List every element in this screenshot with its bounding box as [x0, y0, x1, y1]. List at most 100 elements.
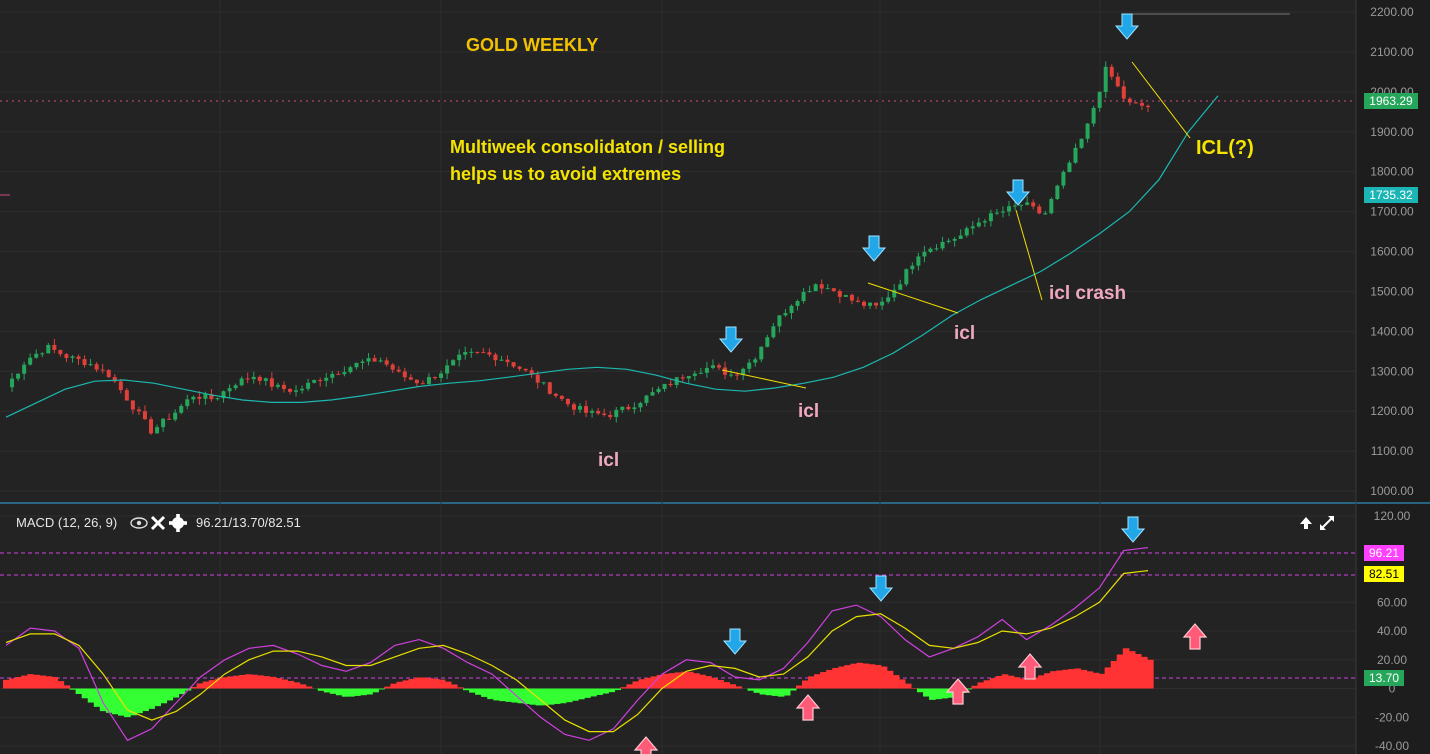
candle-body — [402, 371, 407, 378]
close-icon[interactable] — [150, 515, 166, 531]
candle-body — [118, 381, 123, 391]
candle-body — [813, 284, 818, 292]
histogram-bar — [1134, 654, 1142, 689]
down-arrow-main-3 — [1005, 179, 1031, 206]
down-arrow-macd-2 — [868, 575, 894, 602]
histogram-bar — [674, 672, 682, 689]
gear-icon[interactable] — [169, 514, 187, 532]
histogram-bar — [27, 674, 34, 689]
candle-body — [239, 378, 244, 386]
histogram-bar — [323, 688, 331, 693]
note-line-2: helps us to avoid extremes — [450, 164, 681, 184]
histogram-bar — [578, 688, 585, 700]
histogram-bar — [354, 688, 361, 696]
histogram-bar — [69, 688, 77, 690]
histogram-bar — [814, 674, 821, 689]
expand-icon[interactable] — [1320, 516, 1334, 530]
histogram-bar — [517, 688, 525, 704]
candle-body — [868, 302, 873, 306]
histogram-bar — [832, 667, 839, 689]
candle-body — [795, 301, 800, 306]
macd-tick-label: 120.00 — [1374, 509, 1411, 523]
histogram-bar — [378, 688, 385, 690]
macd-pane[interactable] — [0, 547, 1356, 742]
candle-body — [849, 294, 854, 301]
candle-body — [1091, 107, 1096, 124]
arrow-up-icon[interactable] — [1300, 517, 1312, 529]
price-pane[interactable]: GOLD WEEKLY Multiweek consolidaton / sel… — [0, 13, 1356, 471]
eye-icon[interactable] — [130, 517, 148, 529]
histogram-bar — [341, 688, 349, 697]
candle-body — [469, 351, 474, 353]
histogram-bar — [614, 688, 621, 691]
candle-body — [723, 367, 728, 375]
candle-body — [602, 413, 607, 416]
histogram-bar — [838, 666, 845, 689]
histogram-bar — [735, 686, 743, 689]
histogram-bar — [559, 688, 567, 704]
candle-body — [463, 351, 468, 355]
histogram-bar — [777, 688, 785, 697]
candle-body — [970, 226, 975, 229]
histogram-bar — [547, 688, 555, 705]
histogram-bar — [983, 680, 991, 689]
histogram-bar — [1025, 679, 1033, 689]
candle-body — [668, 383, 673, 386]
histogram-bar — [1062, 669, 1069, 689]
histogram-bar — [245, 674, 252, 689]
histogram-bar — [783, 688, 791, 696]
candle-body — [1019, 204, 1024, 206]
candle-body — [155, 427, 160, 434]
candle-body — [191, 396, 196, 400]
candle-body — [203, 394, 208, 399]
price-tick-label: 1300.00 — [1370, 364, 1414, 378]
candle-body — [82, 359, 87, 366]
macd-tag: 96.21 — [1364, 545, 1404, 561]
grid — [0, 0, 1356, 754]
histogram-bar — [15, 677, 22, 689]
histogram-bar — [965, 688, 973, 690]
price-tick-label: 1500.00 — [1370, 284, 1414, 298]
histogram-bar — [977, 682, 985, 689]
candle-body — [88, 364, 93, 366]
histogram-bar — [753, 688, 761, 693]
histogram-bar — [868, 664, 876, 689]
candle-body — [312, 380, 317, 383]
histogram-bar — [160, 688, 168, 704]
histogram-bar — [1044, 673, 1051, 689]
candle-body — [414, 379, 419, 384]
candle-body — [590, 410, 595, 413]
candle-body — [614, 409, 619, 418]
histogram-bar — [565, 688, 573, 703]
histogram-bar — [947, 688, 954, 698]
down-arrow-main-1 — [718, 326, 744, 353]
histogram-bar — [995, 675, 1003, 689]
macd-histogram — [3, 648, 1154, 718]
histogram-bar — [1050, 671, 1057, 689]
histogram-bar — [233, 675, 240, 689]
histogram-bar — [765, 688, 773, 696]
histogram-bar — [644, 677, 652, 689]
candle-body — [348, 367, 353, 373]
price-axis-panel — [1356, 0, 1430, 754]
candle-body — [112, 377, 117, 382]
candle-body — [547, 382, 552, 394]
candle-body — [451, 360, 456, 366]
histogram-bar — [136, 688, 143, 714]
candle-body — [777, 315, 782, 327]
candle-body — [136, 409, 141, 412]
histogram-bar — [220, 677, 228, 689]
candle-body — [608, 415, 613, 418]
histogram-bar — [456, 687, 464, 689]
candle-body — [257, 376, 262, 381]
histogram-bar — [154, 688, 161, 707]
candle-body — [1115, 76, 1120, 87]
candle-body — [988, 213, 993, 222]
histogram-bar — [93, 688, 101, 707]
up-arrow-macd-2 — [795, 694, 821, 721]
candle-body — [662, 383, 667, 389]
candle-body — [142, 411, 147, 420]
candle-body — [874, 302, 879, 306]
